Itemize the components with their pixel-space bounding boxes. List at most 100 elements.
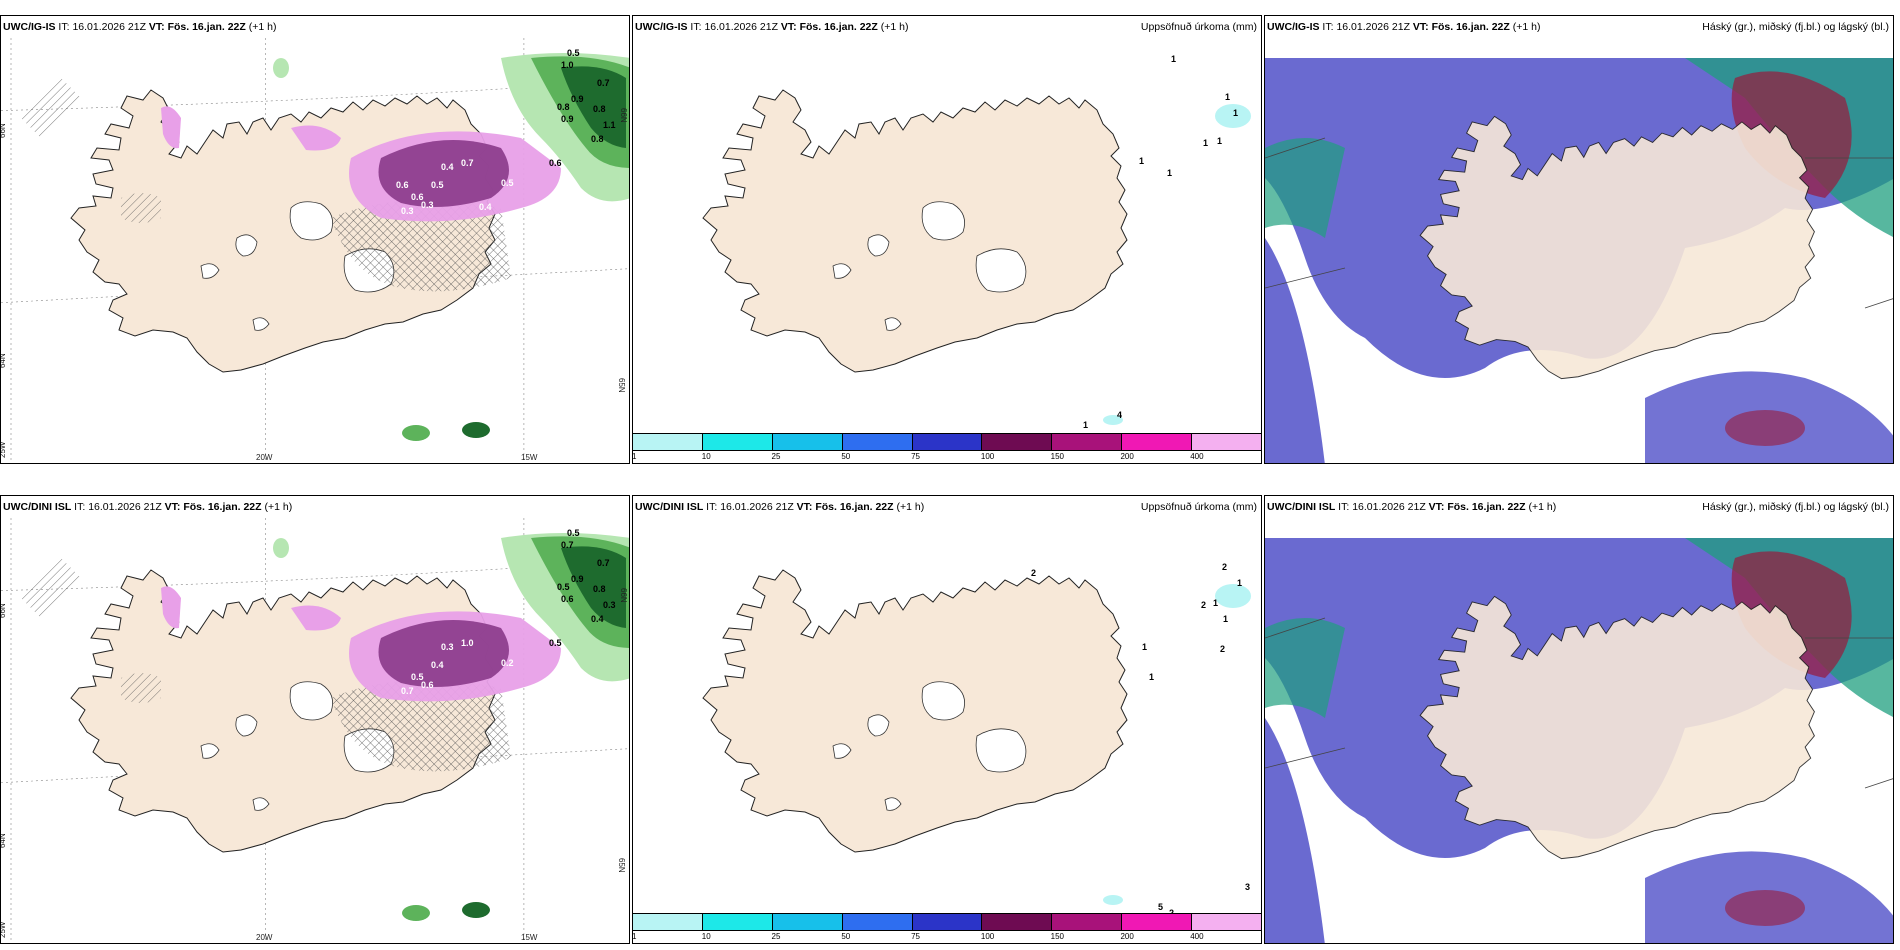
snow-value-label: 0.3 [603,600,616,610]
cloud-high-s [1725,410,1805,446]
snow-value-label: 0.3 [441,642,454,652]
colorbar-label: 50 [841,452,851,461]
panel-wind-snow-row2: UWC/DINI ISL IT: 16.01.2026 21Z VT: Fös.… [0,495,630,944]
precip-value-label: 2 [1220,644,1225,654]
it-label: IT: [706,501,718,513]
colorbar-swatch [633,914,703,930]
snow-value-label: 0.4 [441,162,454,172]
cloud-border-lines [1265,617,1893,789]
snow-value-label: 1.1 [603,120,616,130]
lat-label-3: 66N [619,108,628,123]
colorbar-label: 10 [701,932,711,941]
vt-value: Fös. 16.jan. 22Z [799,21,878,33]
wind-glacier-4 [252,317,270,331]
lon-label-2: 15W [521,933,538,942]
hatch-area-1b [331,200,511,292]
snow-value-label: 0.5 [411,672,424,682]
precip-green-ne-core [561,66,626,148]
panel-header: UWC/IG-IS IT: 16.01.2026 21Z VT: Fös. 16… [633,16,1261,38]
snow-value-label: 0.7 [461,158,474,168]
panel-precip-row1: UWC/IG-IS IT: 16.01.2026 21Z VT: Fös. 16… [632,15,1262,464]
colorbar-swatch [912,914,983,930]
model-name: UWC/IG-IS [635,21,688,33]
precip-glacier-2 [832,743,852,759]
precip-value-label: 2 [1169,908,1174,915]
panel-header: UWC/DINI ISL IT: 16.01.2026 21Z VT: Fös.… [633,496,1261,518]
snow-value-label: 0.5 [549,638,562,648]
colorbar-swatch [702,914,773,930]
colorbar-label: 400 [1190,452,1204,461]
colorbar-label: 150 [1050,452,1065,461]
snow-value-label: 0.5 [501,178,514,188]
lon-label-2: 15W [521,453,538,462]
panel-header: UWC/IG-IS IT: 16.01.2026 21Z VT: Fös. 16… [1,16,629,38]
panel-header: UWC/DINI ISL IT: 16.01.2026 21Z VT: Fös.… [1265,496,1893,518]
precip-glacier-4 [884,797,902,811]
snow-value-label: 0.8 [557,102,570,112]
vt-label: VT: [164,501,181,513]
cloud-iceland-landmass [1419,595,1815,860]
snow-value-label: 0.5 [567,528,580,538]
precip-glacier-4 [884,317,902,331]
precip-value-label: 1 [1237,578,1242,588]
colorbar-swatch [912,434,983,450]
snow-value-label: 0.9 [561,114,574,124]
precip-value-label: 1 [1149,672,1154,682]
colorbar-swatch [1192,434,1261,450]
lat-label-0: 66N [1,603,7,618]
snow-value-label: 1.0 [561,60,574,70]
precip-glacier-0 [921,201,966,241]
snow-value-label: 0.3 [401,206,414,216]
cloud-low-west [1265,718,1325,943]
it-label: IT: [58,21,70,33]
cloud-mid-nw [1265,618,1345,718]
colorbar-swatches [633,913,1261,931]
colorbar-swatch [1122,434,1193,450]
colorbar-label: 10 [701,452,711,461]
cloud-iceland-landmass [1419,115,1815,380]
snow-light-westfjords [161,106,181,149]
colorbar-label: 75 [911,452,921,461]
lon-label-0: 25W [1,441,7,458]
model-name: UWC/DINI ISL [3,501,72,513]
colorbar-swatch [982,434,1053,450]
it-value: 16.01.2026 21Z [704,21,778,33]
colorbar-swatch [772,434,843,450]
wind-glacier-4 [252,797,270,811]
hatch-area-2 [21,78,81,138]
panel-wind-snow-row1: UWC/IG-IS IT: 16.01.2026 21Z VT: Fös. 16… [0,15,630,464]
precip-glacier-1 [867,234,890,257]
colorbar-label: 75 [911,932,921,941]
snow-value-label: 0.8 [593,584,606,594]
panel-cloud-row1: UWC/IG-IS IT: 16.01.2026 21Z VT: Fös. 16… [1264,15,1894,464]
it-value: 16.01.2026 21Z [88,501,162,513]
lon-label-1: 20W [256,453,273,462]
colorbar-swatch [982,914,1053,930]
precip-value-label: 5 [1158,902,1163,912]
lat-label-1: 64N [1,833,7,848]
cloud-title: Háský (gr.), miðský (fj.bl.) og lágský (… [1702,501,1889,513]
colorbar-label: 50 [841,932,851,941]
cloud-mid-nw [1265,138,1345,238]
colorbar-swatch [772,914,843,930]
wind-snow-map: 66N 64N 65N 66N 25W 20W 15W 0.5 0.7 0.7 0.9 0.5 0.8 0… [1,518,629,943]
snow-value-label: 0.9 [571,94,584,104]
wind-glacier-1 [235,714,258,737]
lon-label-0: 25W [1,921,7,938]
precip-green-north [273,58,289,78]
precip-value-label: 1 [1225,92,1230,102]
snow-value-label: 0.7 [401,686,414,696]
panel-header: UWC/DINI ISL IT: 16.01.2026 21Z VT: Fös.… [1,496,629,518]
colorbar-swatches [633,433,1261,451]
lat-label-2: 65N [617,378,626,393]
lead-time: (+1 h) [1512,21,1541,33]
precip-blob-s [1103,895,1123,905]
snow-dark-ne [378,140,509,207]
colorbar-swatch [1122,914,1193,930]
it-label: IT: [690,21,702,33]
vt-value: Fös. 16.jan. 22Z [167,21,246,33]
colorbar-swatch [842,914,913,930]
lat-label-3: 66N [619,588,628,603]
snow-value-label: 0.5 [567,48,580,58]
